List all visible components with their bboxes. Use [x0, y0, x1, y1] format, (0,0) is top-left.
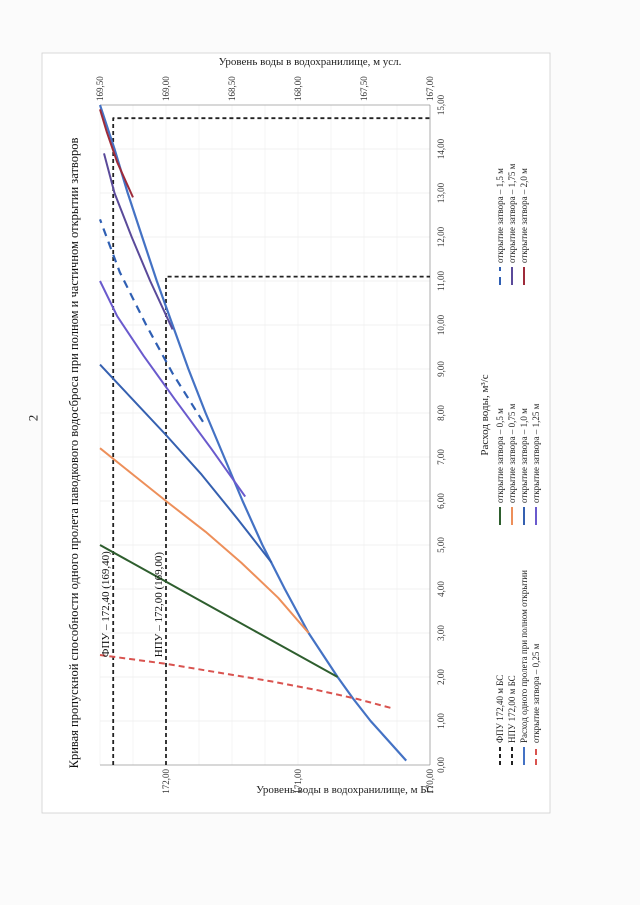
x-tick-label: 12,00 — [436, 226, 446, 247]
series-line-3 — [99, 654, 391, 709]
y-tick-label-left: 170,00 — [425, 769, 435, 794]
series-line-5 — [99, 447, 310, 634]
y-tick-label-left: 172,00 — [161, 769, 171, 794]
legend-label-2: Расход одного пролета при полном открыти… — [519, 570, 529, 743]
x-tick-label: 15,00 — [436, 94, 446, 115]
x-tick-label: 13,00 — [436, 182, 446, 203]
y-tick-label-right: 167,00 — [425, 76, 435, 101]
x-tick-label: 0,00 — [436, 757, 446, 773]
x-tick-label: 9,00 — [436, 361, 446, 377]
x-tick-label: 8,00 — [436, 405, 446, 421]
y-axis-title-left: Уровень воды в водохранилище, м БС — [256, 784, 434, 796]
x-tick-label: 4,00 — [436, 581, 446, 597]
x-tick-label: 11,00 — [436, 271, 446, 291]
annotation-1: НПУ – 172,00 (169,00) — [153, 552, 165, 658]
series-line-10 — [99, 109, 134, 198]
x-tick-label: 1,00 — [436, 713, 446, 729]
y-tick-label-right: 168,00 — [293, 76, 303, 101]
legend: ФПУ 172,40 м БС НПУ 172,00 м БС Расход одн… — [495, 163, 541, 765]
x-tick-label: 7,00 — [436, 449, 446, 465]
x-tick-label: 10,00 — [436, 314, 446, 335]
annotation-0: ФПУ – 172,40 (169,40) — [100, 551, 112, 657]
series-line-4 — [99, 544, 339, 678]
x-tick-label: 5,00 — [436, 537, 446, 553]
x-tick-label: 6,00 — [436, 493, 446, 509]
y-tick-label-right: 167,50 — [359, 76, 369, 101]
x-tick-label: 14,00 — [436, 138, 446, 159]
tick-labels: 0,00 1,00 2,00 3,00 4,00 5,00 6,00 7,00 8,00 9,00… — [95, 76, 446, 794]
legend-label-3: открытие затвора – 0,25 м — [531, 643, 541, 743]
series-line-7 — [99, 280, 247, 498]
x-axis-title: Расход воды, м³/с — [479, 374, 491, 455]
series-line-0 — [112, 117, 430, 765]
legend-label-9: открытие затвора – 1,75 м — [507, 163, 517, 263]
x-tick-label: 2,00 — [436, 669, 446, 685]
series-line-9 — [103, 153, 174, 330]
plot-area — [98, 104, 430, 765]
y-axis-title-right: Уровень воды в водохранилище, м усл. — [219, 56, 402, 68]
grid — [99, 104, 431, 766]
y-tick-label-left: 171,00 — [293, 769, 303, 794]
legend-label-10: открытие затвора – 2,0 м — [519, 168, 529, 263]
legend-label-5: открытие затвора – 0,75 м — [507, 403, 517, 503]
legend-label-4: открытие затвора – 0,5 м — [495, 408, 505, 503]
x-tick-label: 3,00 — [436, 625, 446, 641]
legend-label-7: открытие затвора – 1,25 м — [531, 403, 541, 503]
chart-title: Кривая пропускной способности одного про… — [67, 138, 81, 769]
series-line-6 — [99, 363, 273, 564]
chart-frame — [41, 52, 551, 814]
legend-label-8: открытие затвора – 1,5 м — [495, 168, 505, 263]
series-line-8 — [98, 219, 204, 423]
y-tick-label-right: 169,00 — [161, 76, 171, 101]
legend-label-6: открытие затвора – 1,0 м — [519, 408, 529, 503]
legend-label-0: ФПУ 172,40 м БС — [495, 675, 505, 743]
y-tick-label-right: 169,50 — [95, 76, 105, 101]
series-line-1 — [165, 275, 430, 765]
annotations: ФПУ – 172,40 (169,40) НПУ – 172,00 (169,0… — [100, 551, 165, 657]
y-tick-label-right: 168,50 — [227, 76, 237, 101]
legend-label-1: НПУ 172,00 м БС — [507, 675, 517, 743]
